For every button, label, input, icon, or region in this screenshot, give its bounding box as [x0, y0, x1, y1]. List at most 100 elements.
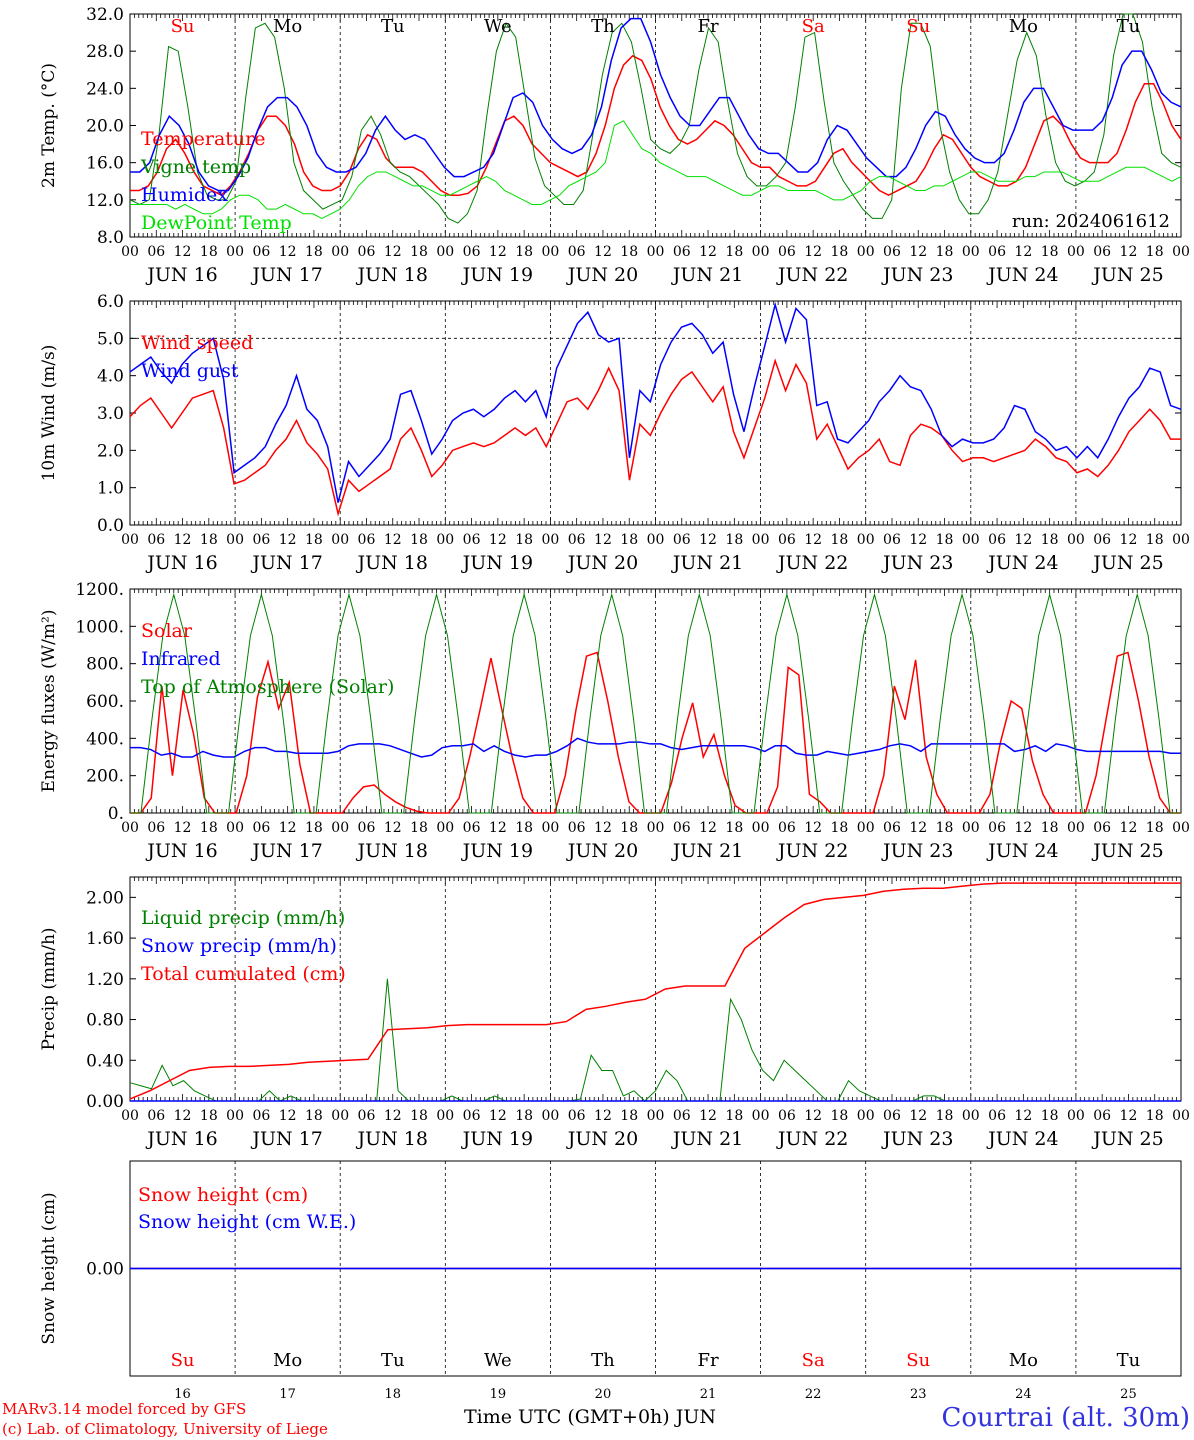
hour-tick-label: 18 — [1146, 532, 1164, 548]
hour-tick-label: 06 — [358, 532, 376, 548]
date-label: JUN 24 — [986, 1128, 1058, 1150]
hour-tick-label: 06 — [988, 244, 1006, 260]
hour-tick-label: 06 — [252, 1108, 270, 1124]
hour-tick-label: 00 — [436, 1108, 454, 1124]
legend-entry: DewPoint Temp — [141, 212, 292, 234]
hour-tick-label: 00 — [1172, 1108, 1190, 1124]
hour-tick-label: 18 — [620, 820, 638, 836]
hour-tick-label: 12 — [909, 532, 927, 548]
hour-tick-label: 12 — [174, 532, 192, 548]
date-label: JUN 24 — [986, 552, 1058, 574]
day-name: Sa — [802, 1350, 825, 1371]
hour-tick-label: 12 — [804, 244, 822, 260]
day-number: 17 — [279, 1387, 296, 1402]
hour-tick-label: 12 — [174, 244, 192, 260]
hour-tick-label: 06 — [147, 244, 165, 260]
date-label: JUN 19 — [461, 552, 533, 574]
hour-tick-label: 18 — [831, 820, 849, 836]
hour-tick-label: 00 — [752, 1108, 770, 1124]
hour-tick-label: 00 — [121, 1108, 139, 1124]
hour-tick-label: 12 — [279, 820, 297, 836]
hour-tick-label: 18 — [305, 244, 323, 260]
hour-tick-label: 06 — [778, 820, 796, 836]
date-label: JUN 17 — [250, 1128, 322, 1150]
hour-tick-label: 12 — [384, 244, 402, 260]
day-name: Mo — [1009, 16, 1038, 37]
date-label: JUN 22 — [776, 264, 848, 286]
hour-tick-label: 00 — [541, 820, 559, 836]
hour-tick-label: 06 — [463, 1108, 481, 1124]
day-name: Th — [591, 16, 615, 37]
date-label: JUN 16 — [145, 552, 217, 574]
series-line — [129, 882, 1181, 1100]
hour-tick-label: 18 — [200, 820, 218, 836]
hour-tick-label: 12 — [909, 244, 927, 260]
hour-tick-label: 18 — [305, 820, 323, 836]
hour-tick-label: 00 — [436, 820, 454, 836]
date-label: JUN 25 — [1091, 552, 1163, 574]
hour-tick-label: 12 — [489, 820, 507, 836]
hour-tick-label: 18 — [410, 244, 428, 260]
panel-1: 8.0 12.0 16.0 20.0 24.0 28.0 32.0 2m Temp. (°C)… — [39, 5, 1190, 286]
hour-tick-label: 18 — [725, 244, 743, 260]
date-label: JUN 18 — [356, 840, 428, 862]
hour-tick-label: 06 — [252, 532, 270, 548]
hour-tick-label: 12 — [279, 244, 297, 260]
day-name: Su — [171, 16, 195, 37]
hour-tick-label: 12 — [384, 1108, 402, 1124]
date-label: JUN 21 — [671, 1128, 743, 1150]
hour-tick-label: 00 — [1172, 532, 1190, 548]
date-label: JUN 23 — [881, 840, 953, 862]
hour-tick-label: 00 — [1067, 1108, 1085, 1124]
hour-tick-label: 00 — [752, 820, 770, 836]
y-tick-label: 8.0 — [97, 228, 124, 248]
day-name: Tu — [381, 16, 405, 37]
hour-tick-label: 00 — [436, 532, 454, 548]
date-label: JUN 21 — [671, 552, 743, 574]
hour-tick-label: 06 — [568, 820, 586, 836]
hour-tick-label: 06 — [988, 532, 1006, 548]
day-name: Fr — [698, 16, 719, 37]
hour-tick-label: 18 — [410, 1108, 428, 1124]
hour-tick-label: 18 — [200, 532, 218, 548]
hour-tick-label: 00 — [752, 532, 770, 548]
hour-tick-label: 18 — [515, 244, 533, 260]
hour-tick-label: 06 — [463, 532, 481, 548]
date-label: JUN 24 — [986, 840, 1058, 862]
y-axis-label: Snow height (cm) — [39, 1192, 59, 1344]
hour-tick-label: 00 — [331, 1108, 349, 1124]
y-tick-label: 16.0 — [86, 154, 124, 174]
hour-tick-label: 06 — [883, 1108, 901, 1124]
y-tick-label: 1.0 — [97, 479, 124, 499]
hour-ticks — [129, 589, 1182, 813]
date-label: JUN 16 — [145, 1128, 217, 1150]
y-tick-label: 600. — [86, 692, 124, 712]
y-axis-label: Precip (mm/h) — [39, 927, 59, 1050]
day-number: 23 — [910, 1387, 927, 1402]
hour-tick-label: 00 — [647, 820, 665, 836]
hour-tick-label: 18 — [515, 1108, 533, 1124]
hour-tick-label: 12 — [279, 1108, 297, 1124]
hour-tick-label: 18 — [1041, 244, 1059, 260]
hour-tick-label: 12 — [909, 820, 927, 836]
hour-tick-label: 12 — [699, 244, 717, 260]
series-line — [130, 592, 1181, 814]
hour-tick-label: 12 — [594, 820, 612, 836]
hour-tick-label: 18 — [831, 532, 849, 548]
date-label: JUN 17 — [250, 552, 322, 574]
y-tick-label: 32.0 — [86, 5, 124, 25]
hour-tick-label: 12 — [1120, 1108, 1138, 1124]
hour-tick-label: 00 — [857, 820, 875, 836]
hour-tick-label: 00 — [541, 244, 559, 260]
hour-tick-label: 12 — [489, 1108, 507, 1124]
hour-tick-label: 00 — [1067, 820, 1085, 836]
hour-tick-label: 06 — [883, 244, 901, 260]
hour-tick-label: 12 — [1014, 532, 1032, 548]
y-tick-label: 1000. — [75, 617, 124, 637]
hour-tick-label: 00 — [226, 820, 244, 836]
hour-tick-label: 00 — [331, 820, 349, 836]
hour-tick-label: 12 — [174, 1108, 192, 1124]
y-axis-label: 2m Temp. (°C) — [39, 63, 59, 188]
y-tick-label: 0.00 — [86, 1260, 124, 1280]
date-label: JUN 21 — [671, 264, 743, 286]
